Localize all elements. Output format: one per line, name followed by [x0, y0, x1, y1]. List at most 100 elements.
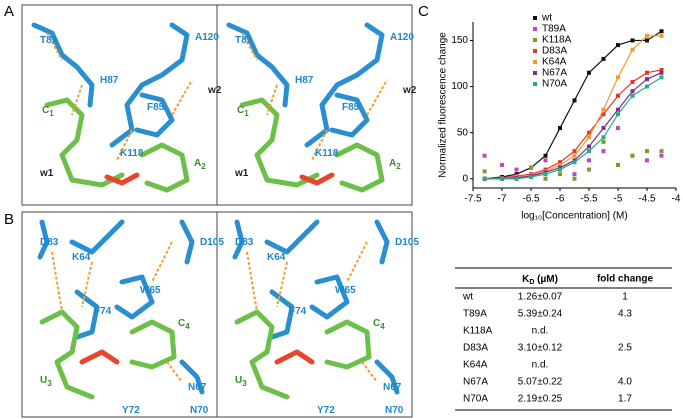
hydrogen-bond	[166, 361, 183, 383]
legend-swatch	[533, 82, 537, 86]
data-point	[587, 130, 591, 135]
header-part: (µM)	[534, 274, 558, 285]
header-part: K	[522, 274, 530, 285]
data-point	[601, 107, 606, 112]
table-cell: 2.19±0.25	[518, 394, 563, 405]
residue-label: D105	[395, 237, 419, 248]
residue-label: K118	[315, 148, 339, 159]
hydrogen-bond	[361, 361, 378, 383]
label-text: w2	[402, 85, 417, 96]
label-text: T89	[40, 35, 58, 46]
residue-label: D105	[200, 237, 224, 248]
stick-model	[31, 22, 95, 108]
table-cell: wt	[462, 292, 473, 303]
label-text: U	[235, 375, 242, 386]
residue-label: K118	[120, 148, 144, 159]
label-subscript: 4	[185, 322, 190, 331]
data-point	[572, 149, 577, 154]
residue-label: F74	[94, 306, 112, 317]
data-point	[543, 158, 548, 163]
table-cell: 4.0	[618, 377, 632, 388]
label-text: N70	[190, 405, 209, 416]
stick-model	[114, 274, 155, 320]
data-point	[630, 79, 635, 84]
stick-model	[226, 22, 290, 108]
label-text: D83	[40, 237, 59, 248]
hydrogen-bond	[46, 32, 63, 61]
data-point	[630, 38, 635, 43]
label-text: K118	[120, 148, 144, 159]
legend-swatch	[533, 49, 537, 53]
residue-label: W65	[140, 285, 161, 296]
table-cell: K64A	[463, 360, 488, 371]
label-text: w1	[234, 168, 249, 179]
data-point	[616, 126, 620, 131]
label-text: w2	[207, 85, 222, 96]
data-point	[587, 144, 591, 149]
residue-label: W65	[335, 285, 356, 296]
data-point	[601, 149, 606, 154]
y-tick-label: 0	[462, 173, 468, 184]
stick-model	[264, 219, 320, 255]
label-text: N70	[385, 405, 404, 416]
residue-label: N67	[188, 382, 207, 393]
hydrogen-bond	[311, 129, 328, 161]
label-text: K118	[315, 148, 339, 159]
stick-model	[139, 142, 190, 193]
label-text: C	[237, 105, 244, 116]
stick-model	[109, 22, 190, 148]
x-tick-label: -4.5	[638, 194, 656, 205]
x-tick-label: -5.5	[580, 194, 598, 205]
label-subscript: 2	[396, 162, 401, 171]
x-tick-label: -4	[672, 194, 681, 205]
data-point	[645, 149, 649, 154]
data-point	[543, 176, 548, 181]
residue-label: A120	[390, 32, 414, 43]
data-point	[482, 153, 487, 158]
table-cell: 1	[622, 292, 628, 303]
table-header: KD (µM)	[522, 274, 558, 286]
residue-label: C4	[373, 318, 385, 331]
stick-model	[74, 289, 100, 340]
table-cell: 5.39±0.24	[518, 309, 563, 320]
data-point	[645, 38, 649, 43]
stick-model	[374, 219, 390, 265]
label-text: F85	[147, 102, 165, 113]
stick-model	[334, 142, 385, 193]
label-text: Y72	[317, 405, 335, 416]
stick-model	[44, 97, 125, 188]
stick-model	[274, 349, 315, 365]
label-text: F74	[289, 306, 307, 317]
table-cell: 2.5	[618, 343, 632, 354]
residue-label: C1	[42, 105, 54, 118]
data-point	[482, 176, 487, 181]
residue-label: D83	[235, 237, 254, 248]
data-point	[587, 167, 591, 172]
data-point	[659, 29, 664, 34]
table-cell: n.d.	[532, 326, 549, 337]
label-text: T89	[235, 35, 253, 46]
label-subscript: 1	[244, 109, 249, 118]
label-text: A120	[195, 32, 219, 43]
label-subscript: 2	[201, 162, 206, 171]
table-cell: D83A	[463, 343, 488, 354]
residue-label: N70	[190, 405, 209, 416]
residue-label: T89	[235, 35, 253, 46]
data-point	[659, 33, 664, 38]
stick-model	[232, 219, 245, 260]
data-point	[558, 160, 562, 165]
legend-swatch	[533, 71, 537, 75]
residue-label: F85	[342, 102, 360, 113]
hydrogen-bond	[151, 241, 173, 283]
data-point	[659, 70, 664, 75]
data-point	[645, 84, 649, 89]
residue-label: K64	[267, 252, 286, 263]
legend-swatch	[533, 27, 537, 31]
residue-label: F85	[147, 102, 165, 113]
data-point	[543, 153, 548, 158]
data-point	[659, 67, 664, 72]
table: KD (µM) fold change wt 1.26±0.07 1 T89A 5.39±0…	[455, 267, 672, 411]
data-point	[601, 135, 606, 140]
legend-label: N67A	[542, 68, 567, 79]
label-text: A120	[390, 32, 414, 43]
